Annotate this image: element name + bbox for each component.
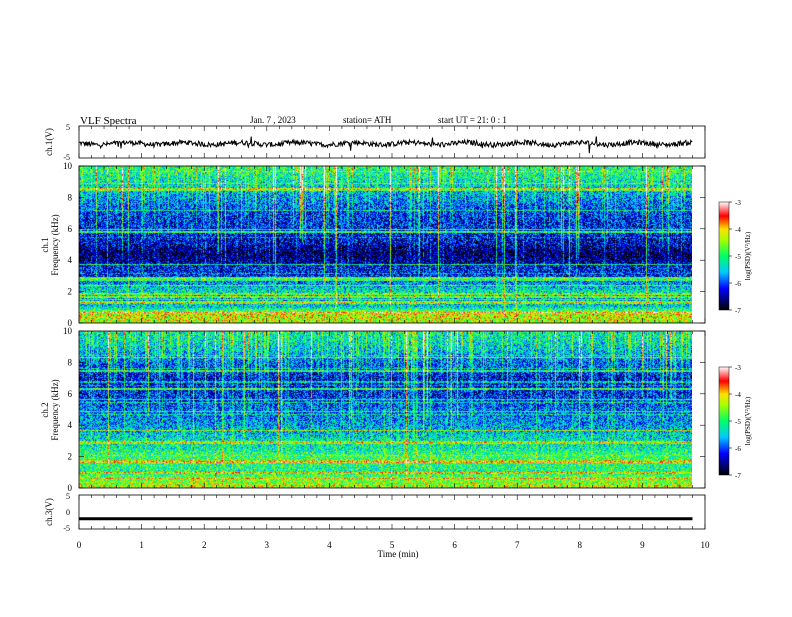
frequency-tick-label: 4	[68, 255, 73, 265]
frequency-tick-label: 2	[68, 452, 73, 462]
ch1-colorbar-scale	[718, 201, 730, 311]
ch1-waveform-line	[78, 136, 693, 154]
ch3-ytick-bottom: -5	[63, 524, 70, 533]
time-axis-label: Time (min)	[378, 549, 419, 559]
time-tick-label: 0	[77, 540, 82, 550]
frequency-tick-label: 8	[68, 192, 73, 202]
ch2-spectrogram-panel: 0 2 4 6 8 10 ch.2 Frequency (kHz)	[40, 326, 706, 493]
time-tick-label: 7	[515, 540, 520, 550]
frequency-tick-label: 6	[68, 389, 73, 399]
colorbar-tick-label: -7	[735, 307, 741, 315]
ch2-colorbar: -3 -4 -5 -6 -7 log(PSD)(V²/Hz)	[718, 364, 752, 480]
time-tick-label: 9	[640, 540, 645, 550]
ch2-spectrogram-yticks: 0 2 4 6 8 10	[63, 326, 705, 493]
ch3-waveform-frame	[78, 494, 706, 530]
ch1-colorbar: -3 -4 -5 -6 -7 log(PSD)(V²/Hz)	[718, 199, 752, 315]
ch1-ytick-top: 5	[66, 123, 70, 132]
ch2-colorbar-ticks: -3 -4 -5 -6 -7	[729, 364, 741, 480]
time-tick-label: 8	[578, 540, 583, 550]
colorbar-tick-label: -7	[735, 472, 741, 480]
ch2-spectrogram-ylabel-channel: ch.2	[40, 402, 50, 417]
ch3-ytick-mid: 0	[66, 508, 70, 517]
ch3-waveform-xticks	[78, 495, 706, 529]
station-label: station= ATH	[343, 115, 392, 125]
colorbar-tick-label: -3	[735, 364, 741, 372]
date-label: Jan. 7 , 2023	[250, 115, 296, 125]
time-tick-label: 5	[390, 540, 395, 550]
ch3-waveform-panel: 5 0 -5 ch.3(V) 0 1 2 3 4 5 6 7 8 9 10 Time (min)	[44, 492, 710, 559]
colorbar-tick-label: -4	[735, 391, 741, 399]
ch1-colorbar-label: log(PSD)(V²/Hz)	[744, 231, 752, 280]
ch1-spectrogram-image	[79, 166, 692, 323]
time-tick-label: 1	[139, 540, 144, 550]
ch1-waveform-ticks	[78, 126, 706, 158]
time-tick-label: 10	[701, 540, 711, 550]
ch1-colorbar-ticks: -3 -4 -5 -6 -7	[729, 199, 741, 315]
ch1-ytick-bottom: -5	[63, 153, 70, 162]
time-tick-label: 6	[452, 540, 457, 550]
ch2-colorbar-scale	[718, 366, 730, 476]
colorbar-tick-label: -5	[735, 418, 741, 426]
ch1-spectrogram-panel: 0 2 4 6 8 10 ch.1 Frequency (kHz)	[40, 161, 706, 328]
ch1-spectrogram-yticks: 0 2 4 6 8 10	[63, 161, 705, 328]
frequency-tick-label: 8	[68, 357, 73, 367]
time-axis-tick-labels: 0 1 2 3 4 5 6 7 8 9 10	[77, 540, 710, 550]
ch1-spectrogram-ylabel: Frequency (kHz)	[50, 214, 60, 275]
colorbar-tick-label: -6	[735, 280, 741, 288]
frequency-tick-label: 0	[68, 483, 73, 493]
colorbar-tick-label: -4	[735, 226, 741, 234]
ch1-waveform-ylabel: ch.1(V)	[44, 128, 54, 156]
start-time-label: start UT = 21: 0 : 1	[438, 115, 507, 125]
colorbar-tick-label: -6	[735, 445, 741, 453]
ch1-spectrogram-ylabel-channel: ch.1	[40, 237, 50, 252]
frequency-tick-label: 6	[68, 224, 73, 234]
ch3-waveform-ylabel: ch.3(V)	[44, 498, 54, 526]
colorbar-tick-label: -3	[735, 199, 741, 207]
frequency-tick-label: 10	[63, 161, 73, 171]
ch1-waveform-panel: 5 -5 ch.1(V)	[44, 123, 706, 162]
ch3-ytick-top: 5	[66, 492, 70, 501]
ch1-spectrogram-xticks	[78, 166, 706, 323]
ch2-spectrogram-xticks	[78, 331, 706, 488]
frequency-tick-label: 2	[68, 287, 73, 297]
time-tick-label: 4	[327, 540, 332, 550]
ch2-spectrogram-image	[79, 331, 692, 488]
time-tick-label: 2	[202, 540, 207, 550]
ch2-spectrogram-ylabel: Frequency (kHz)	[50, 379, 60, 440]
ch2-colorbar-label: log(PSD)(V²/Hz)	[744, 396, 752, 445]
colorbar-tick-label: -5	[735, 253, 741, 261]
figure-title: VLF Spectra	[80, 115, 137, 127]
frequency-tick-label: 0	[68, 318, 73, 328]
frequency-tick-label: 10	[63, 326, 73, 336]
frequency-tick-label: 4	[68, 420, 73, 430]
time-tick-label: 3	[265, 540, 270, 550]
